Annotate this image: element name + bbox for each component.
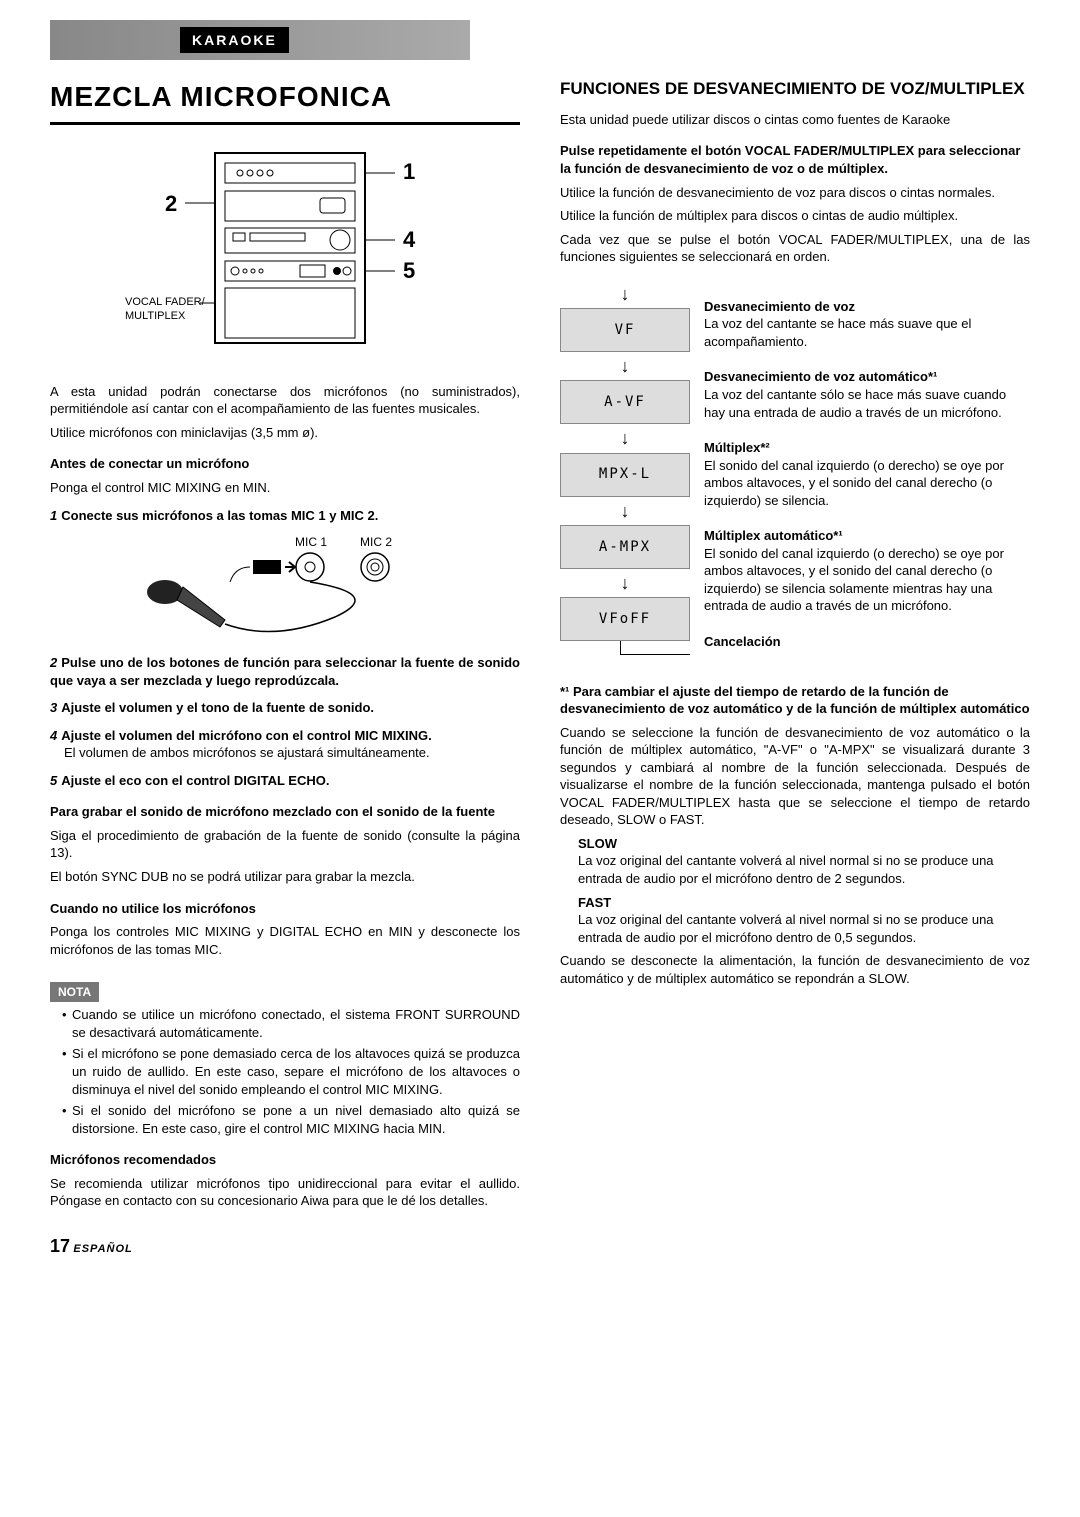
fn-item-5: Cancelación [704,633,1030,651]
callout-4: 4 [403,227,416,252]
callout-5: 5 [403,258,415,283]
page-lang: ESPAÑOL [73,1243,132,1255]
recmic-body: Se recomienda utilizar micrófonos tipo u… [50,1175,520,1210]
page-footer: 17 ESPAÑOL [50,1234,520,1258]
fn-item-4: Múltiplex automático*¹ El sonido del can… [704,527,1030,615]
page-number: 17 [50,1236,70,1256]
delay-fast-label: FAST [578,894,1030,912]
callout-1: 1 [403,159,415,184]
fn-body-4: El sonido del canal izquierdo (o derecho… [704,545,1030,615]
nouse-body: Ponga los controles MIC MIXING y DIGITAL… [50,923,520,958]
fn-item-2: Desvanecimiento de voz automático*¹ La v… [704,368,1030,421]
select-b1: Utilice la función de desvanecimiento de… [560,184,1030,202]
fn-item-3: Múltiplex*² El sonido del canal izquierd… [704,439,1030,509]
nota-list: Cuando se utilice un micrófono conectado… [50,1006,520,1137]
section-label: KARAOKE [180,27,289,54]
step-4: 4 Ajuste el volumen del micrófono con el … [50,727,520,762]
right-title: FUNCIONES DE DESVANECIMIENTO DE VOZ/MULT… [560,78,1030,101]
disp-vfoff: VFoFF [560,597,690,641]
mic1-label: MIC 1 [295,535,327,549]
fn-body-1: La voz del cantante se hace más suave qu… [704,315,1030,350]
rec-head: Para grabar el sonido de micrófono mezcl… [50,803,520,821]
nouse-head: Cuando no utilice los micrófonos [50,900,520,918]
step-num-3: 3 [50,700,57,715]
delay-fast: FAST La voz original del cantante volver… [578,894,1030,947]
disp-avf: A-VF [560,380,690,424]
select-b3: Cada vez que se pulse el botón VOCAL FAD… [560,231,1030,266]
step-num-1: 1 [50,508,57,523]
step-sub-4: El volumen de ambos micrófonos se ajusta… [64,744,520,762]
nota-2: Si el micrófono se pone demasiado cerca … [62,1045,520,1098]
callout-2: 2 [165,191,177,216]
fn-title-1: Desvanecimiento de voz [704,298,1030,316]
nota-3: Si el sonido del micrófono se pone a un … [62,1102,520,1137]
delay-slow: SLOW La voz original del cantante volver… [578,835,1030,888]
flow-descriptions: Desvanecimiento de voz La voz del cantan… [704,280,1030,669]
before-body: Ponga el control MIC MIXING en MIN. [50,479,520,497]
fn-body-3: El sonido del canal izquierdo (o derecho… [704,457,1030,510]
step-text-2: Pulse uno de los botones de función para… [50,655,520,688]
loop-line [620,641,690,655]
mic2-label: MIC 2 [360,535,392,549]
rec-body2: El botón SYNC DUB no se podrá utilizar p… [50,868,520,886]
fn-title-4: Múltiplex automático*¹ [704,527,1030,545]
nota-1: Cuando se utilice un micrófono conectado… [62,1006,520,1041]
foot-body: Cuando se seleccione la función de desva… [560,724,1030,829]
select-b2: Utilice la función de múltiplex para dis… [560,207,1030,225]
disp-ampx: A-MPX [560,525,690,569]
recmic-head: Micrófonos recomendados [50,1151,520,1169]
arrow-icon: ↓ [560,352,690,380]
flow-displays: ↓ VF ↓ A-VF ↓ MPX-L ↓ A-MPX ↓ VFoFF [560,280,690,669]
fn-body-2: La voz del cantante sólo se hace más sua… [704,386,1030,421]
page-columns: MEZCLA MICROFONICA 1 2 4 [50,78,1030,1258]
step-text-3: Ajuste el volumen y el tono de la fuente… [61,700,374,715]
left-column: MEZCLA MICROFONICA 1 2 4 [50,78,520,1258]
step-num-4: 4 [50,728,57,743]
arrow-icon: ↓ [560,424,690,452]
vocal-fader-label-2: MULTIPLEX [125,310,186,322]
function-flow: ↓ VF ↓ A-VF ↓ MPX-L ↓ A-MPX ↓ VFoFF Desv… [560,280,1030,669]
step-num-5: 5 [50,773,57,788]
arrow-icon: ↓ [560,280,690,308]
intro-p1: A esta unidad podrán conectarse dos micr… [50,383,520,418]
before-head: Antes de conectar un micrófono [50,455,520,473]
right-intro: Esta unidad puede utilizar discos o cint… [560,111,1030,129]
step-1: 1 Conecte sus micrófonos a las tomas MIC … [50,507,520,525]
foot-head: *¹ Para cambiar el ajuste del tiempo de … [560,683,1030,718]
step-text-5: Ajuste el eco con el control DIGITAL ECH… [61,773,329,788]
left-title: MEZCLA MICROFONICA [50,78,520,125]
delay-slow-body: La voz original del cantante volverá al … [578,852,1030,887]
final-note: Cuando se desconecte la alimentación, la… [560,952,1030,987]
intro-p2: Utilice micrófonos con miniclavijas (3,5… [50,424,520,442]
step-2: 2Pulse uno de los botones de función par… [50,654,520,689]
right-column: FUNCIONES DE DESVANECIMIENTO DE VOZ/MULT… [560,78,1030,1258]
stereo-svg: 1 2 4 5 VOCAL FADER/ MULTIPLEX [125,143,445,363]
nota-label: NOTA [50,982,99,1002]
rec-body1: Siga el procedimiento de grabación de la… [50,827,520,862]
fn-title-5: Cancelación [704,633,1030,651]
step-3: 3 Ajuste el volumen y el tono de la fuent… [50,699,520,717]
disp-mpxl: MPX-L [560,453,690,497]
section-header: KARAOKE [50,20,470,60]
fn-title-2: Desvanecimiento de voz automático*¹ [704,368,1030,386]
step-text-1: Conecte sus micrófonos a las tomas MIC 1… [61,508,378,523]
disp-vf: VF [560,308,690,352]
mic-svg: MIC 1 MIC 2 [135,532,435,642]
fn-title-3: Múltiplex*² [704,439,1030,457]
delay-slow-label: SLOW [578,835,1030,853]
fn-item-1: Desvanecimiento de voz La voz del cantan… [704,298,1030,351]
vocal-fader-label-1: VOCAL FADER/ [125,296,206,308]
step-text-4: Ajuste el volumen del micrófono con el c… [61,728,432,743]
stereo-diagram: 1 2 4 5 VOCAL FADER/ MULTIPLEX [50,143,520,363]
select-head: Pulse repetidamente el botón VOCAL FADER… [560,142,1030,177]
step-num-2: 2 [50,655,57,670]
arrow-icon: ↓ [560,569,690,597]
arrow-icon: ↓ [560,497,690,525]
delay-fast-body: La voz original del cantante volverá al … [578,911,1030,946]
step-5: 5 Ajuste el eco con el control DIGITAL EC… [50,772,520,790]
mic-diagram: MIC 1 MIC 2 [50,532,520,642]
